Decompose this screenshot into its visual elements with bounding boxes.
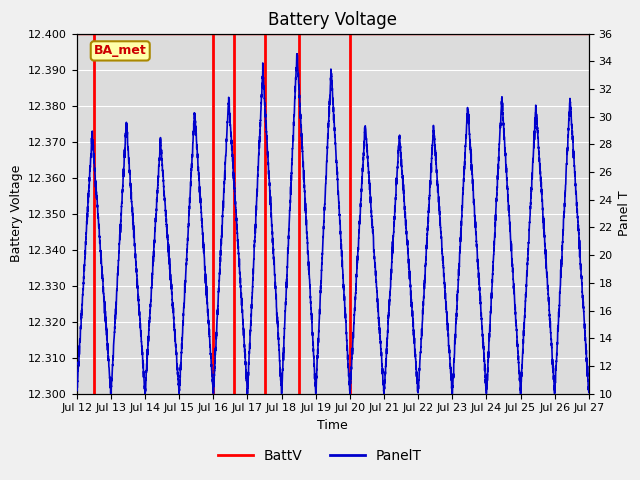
Y-axis label: Panel T: Panel T — [618, 191, 631, 237]
Y-axis label: Battery Voltage: Battery Voltage — [10, 165, 22, 262]
Text: BA_met: BA_met — [94, 45, 147, 58]
X-axis label: Time: Time — [317, 419, 348, 432]
Legend: BattV, PanelT: BattV, PanelT — [212, 443, 428, 468]
Title: Battery Voltage: Battery Voltage — [268, 11, 397, 29]
